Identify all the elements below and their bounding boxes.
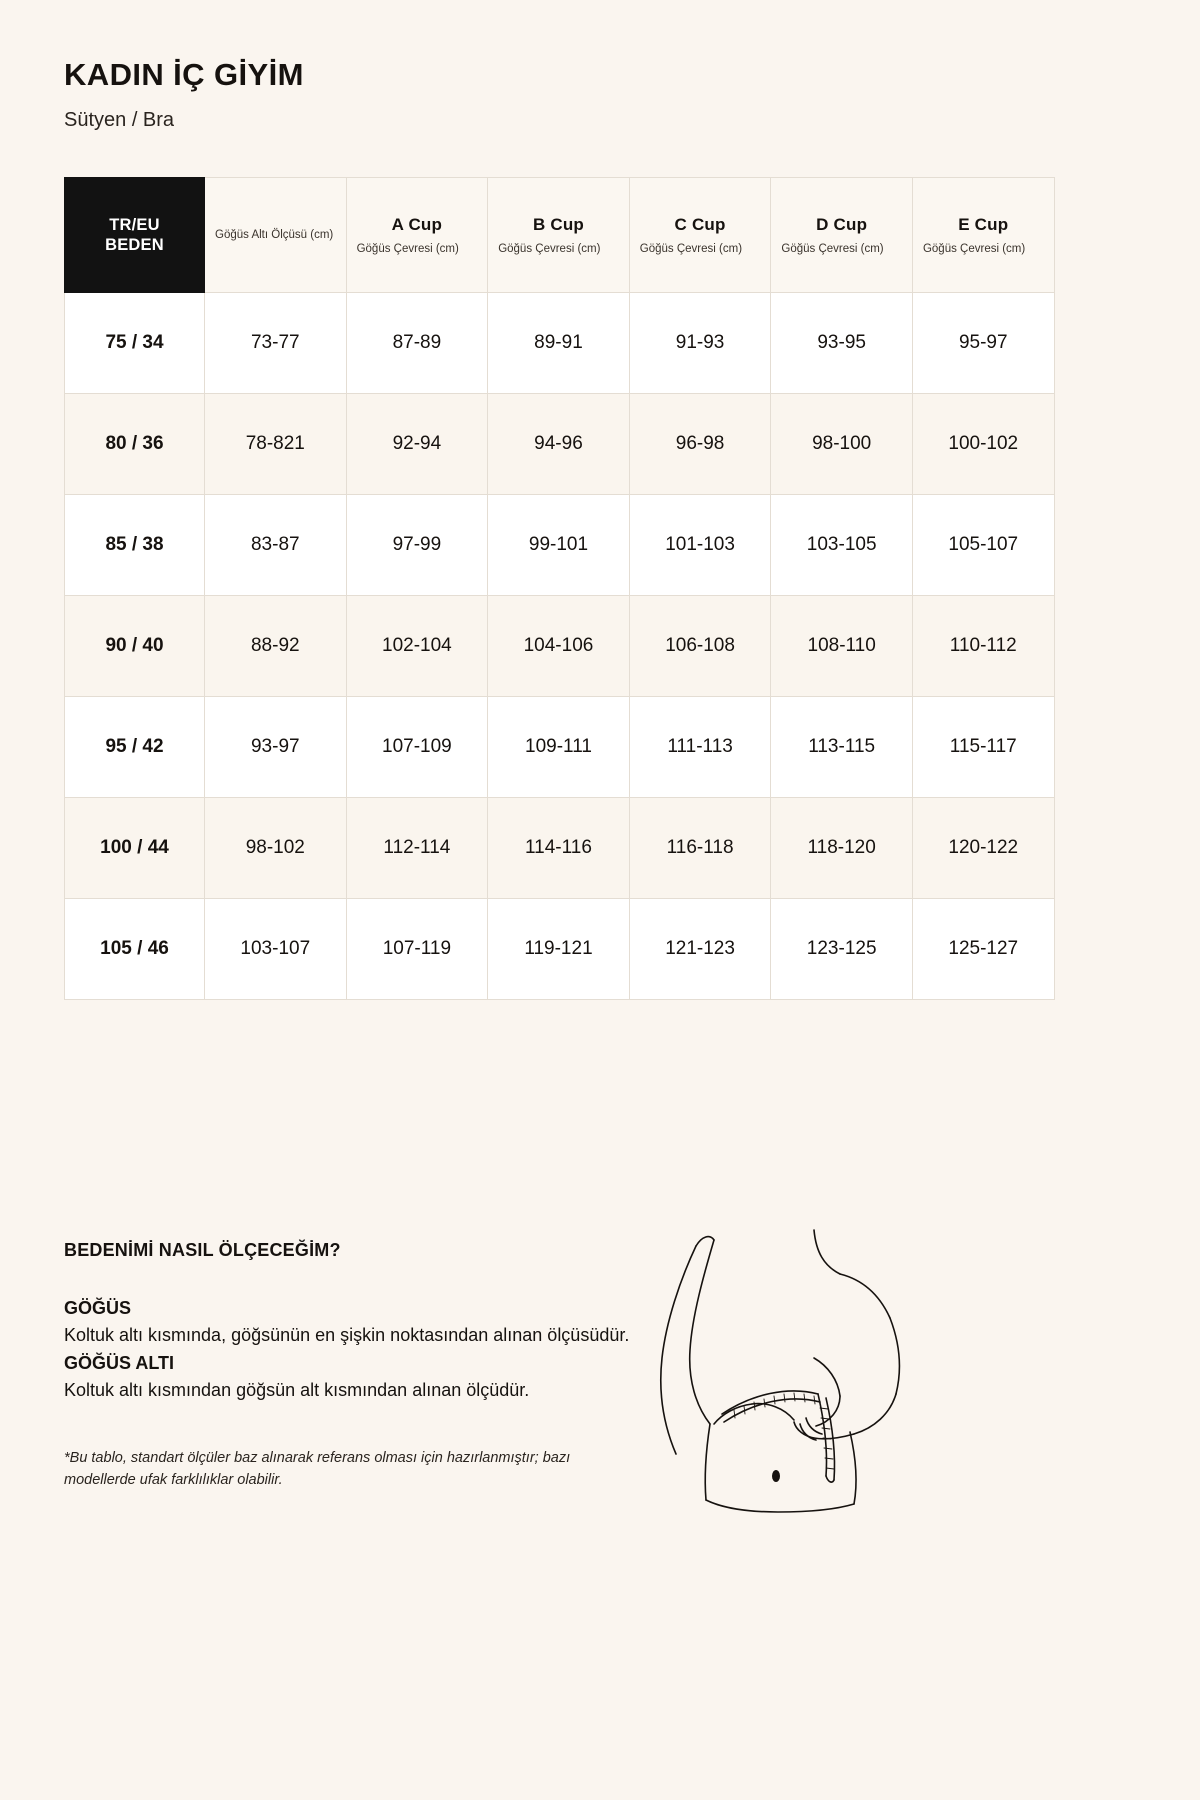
cell-e-cup: 120-122 <box>911 797 1055 900</box>
cell-c-cup: 101-103 <box>628 494 772 597</box>
column-header-e-cup: E Cup Göğüs Çevresi (cm) <box>911 177 1055 294</box>
cell-size: 90 / 40 <box>64 595 205 698</box>
column-header-size-line2: BEDEN <box>105 236 164 255</box>
column-header-underbust: Göğüs Altı Ölçüsü (cm) <box>204 177 347 294</box>
column-header-c-cup-sub: Göğüs Çevresi (cm) <box>639 242 743 255</box>
column-header-b-cup-main: B Cup <box>532 214 584 234</box>
measure-bust-label: GÖĞÜS <box>64 1298 132 1318</box>
cell-d-cup: 123-125 <box>770 898 913 1001</box>
measure-underbust-text: Koltuk altı kısmından göğsün alt kısmınd… <box>64 1379 530 1400</box>
cell-underbust: 93-97 <box>204 696 347 799</box>
cell-underbust: 88-92 <box>204 595 347 698</box>
page-header: KADIN İÇ GİYİM Sütyen / Bra <box>0 56 1200 133</box>
table-header-row: TR/EU BEDEN Göğüs Altı Ölçüsü (cm) A Cup… <box>64 177 1055 294</box>
cell-size: 85 / 38 <box>64 494 205 597</box>
cell-d-cup: 93-95 <box>770 292 913 395</box>
table-row: 95 / 42 93-97 107-109 109-111 111-113 11… <box>64 696 1055 799</box>
cell-a-cup: 112-114 <box>345 797 489 900</box>
cell-d-cup: 118-120 <box>770 797 913 900</box>
cell-underbust: 98-102 <box>204 797 347 900</box>
cell-a-cup: 102-104 <box>345 595 489 698</box>
cell-underbust: 73-77 <box>204 292 347 395</box>
cell-a-cup: 87-89 <box>345 292 489 395</box>
cell-b-cup: 99-101 <box>487 494 630 597</box>
table-row: 75 / 34 73-77 87-89 89-91 91-93 93-95 95… <box>64 292 1055 395</box>
cell-size: 105 / 46 <box>64 898 205 1001</box>
column-header-a-cup: A Cup Göğüs Çevresi (cm) <box>345 177 489 294</box>
size-table-wrapper: TR/EU BEDEN Göğüs Altı Ölçüsü (cm) A Cup… <box>64 177 1055 1001</box>
table-row: 90 / 40 88-92 102-104 104-106 106-108 10… <box>64 595 1055 698</box>
measure-bust-block: GÖĞÜS Koltuk altı kısmında, göğsünün en … <box>64 1295 664 1405</box>
cell-underbust: 103-107 <box>204 898 347 1001</box>
column-header-a-cup-main: A Cup <box>391 214 443 234</box>
cell-c-cup: 96-98 <box>628 393 772 496</box>
column-header-c-cup-main: C Cup <box>674 214 726 234</box>
cell-b-cup: 119-121 <box>487 898 630 1001</box>
column-header-c-cup: C Cup Göğüs Çevresi (cm) <box>628 177 772 294</box>
how-to-measure-heading: BEDENİMİ NASIL ÖLÇECEĞİM? <box>64 1240 341 1260</box>
column-header-e-cup-sub: Göğüs Çevresi (cm) <box>922 242 1026 255</box>
cell-e-cup: 100-102 <box>911 393 1055 496</box>
cell-e-cup: 105-107 <box>911 494 1055 597</box>
how-to-measure-section: BEDENİMİ NASIL ÖLÇECEĞİM? GÖĞÜS Koltuk a… <box>64 1240 664 1492</box>
measure-underbust-label: GÖĞÜS ALTI <box>64 1352 174 1373</box>
table-row: 100 / 44 98-102 112-114 114-116 116-118 … <box>64 797 1055 900</box>
column-header-size-line1: TR/EU <box>109 215 160 234</box>
column-header-a-cup-sub: Göğüs Çevresi (cm) <box>356 242 459 255</box>
cell-a-cup: 107-109 <box>345 696 489 799</box>
column-header-d-cup-sub: Göğüs Çevresi (cm) <box>781 242 884 255</box>
table-row: 85 / 38 83-87 97-99 99-101 101-103 103-1… <box>64 494 1055 597</box>
page-subtitle: Sütyen / Bra <box>64 109 175 132</box>
footnote: *Bu tablo, standart ölçüler baz alınarak… <box>64 1449 571 1489</box>
page-title: KADIN İÇ GİYİM <box>64 57 304 92</box>
table-row: 80 / 36 78-821 92-94 94-96 96-98 98-100 … <box>64 393 1055 496</box>
cell-a-cup: 92-94 <box>345 393 489 496</box>
cell-d-cup: 113-115 <box>770 696 913 799</box>
measure-bust-text: Koltuk altı kısmında, göğsünün en şişkin… <box>64 1325 630 1345</box>
cell-size: 100 / 44 <box>64 797 205 900</box>
cell-b-cup: 104-106 <box>487 595 630 698</box>
female-torso-icon <box>659 1229 901 1513</box>
column-header-e-cup-main: E Cup <box>958 214 1009 234</box>
cell-b-cup: 89-91 <box>487 292 630 395</box>
cell-a-cup: 107-119 <box>345 898 489 1001</box>
column-header-d-cup: D Cup Göğüs Çevresi (cm) <box>770 177 913 294</box>
cell-b-cup: 114-116 <box>487 797 630 900</box>
cell-a-cup: 97-99 <box>345 494 489 597</box>
cell-b-cup: 94-96 <box>487 393 630 496</box>
cell-e-cup: 110-112 <box>911 595 1055 698</box>
column-header-d-cup-main: D Cup <box>816 214 868 234</box>
table-row: 105 / 46 103-107 107-119 119-121 121-123… <box>64 898 1055 1001</box>
cell-d-cup: 98-100 <box>770 393 913 496</box>
cell-size: 75 / 34 <box>64 292 205 395</box>
cell-d-cup: 108-110 <box>770 595 913 698</box>
cell-underbust: 83-87 <box>204 494 347 597</box>
cell-underbust: 78-821 <box>204 393 347 496</box>
column-header-b-cup: B Cup Göğüs Çevresi (cm) <box>487 177 630 294</box>
cell-size: 80 / 36 <box>64 393 205 496</box>
table-body: 75 / 34 73-77 87-89 89-91 91-93 93-95 95… <box>64 292 1055 1001</box>
cell-c-cup: 91-93 <box>628 292 772 395</box>
cell-d-cup: 103-105 <box>770 494 913 597</box>
cell-c-cup: 121-123 <box>628 898 772 1001</box>
cell-e-cup: 115-117 <box>911 696 1055 799</box>
size-table: TR/EU BEDEN Göğüs Altı Ölçüsü (cm) A Cup… <box>64 177 1055 1001</box>
cell-c-cup: 116-118 <box>628 797 772 900</box>
cell-size: 95 / 42 <box>64 696 205 799</box>
cell-c-cup: 111-113 <box>628 696 772 799</box>
cell-e-cup: 95-97 <box>911 292 1055 395</box>
column-header-size: TR/EU BEDEN <box>64 177 205 294</box>
cell-e-cup: 125-127 <box>911 898 1055 1001</box>
cell-b-cup: 109-111 <box>487 696 630 799</box>
column-header-underbust-sub: Göğüs Altı Ölçüsü (cm) <box>215 228 334 241</box>
cell-c-cup: 106-108 <box>628 595 772 698</box>
column-header-b-cup-sub: Göğüs Çevresi (cm) <box>498 242 601 255</box>
table-header: TR/EU BEDEN Göğüs Altı Ölçüsü (cm) A Cup… <box>64 177 1055 294</box>
bust-measurement-illustration <box>618 1218 938 1518</box>
